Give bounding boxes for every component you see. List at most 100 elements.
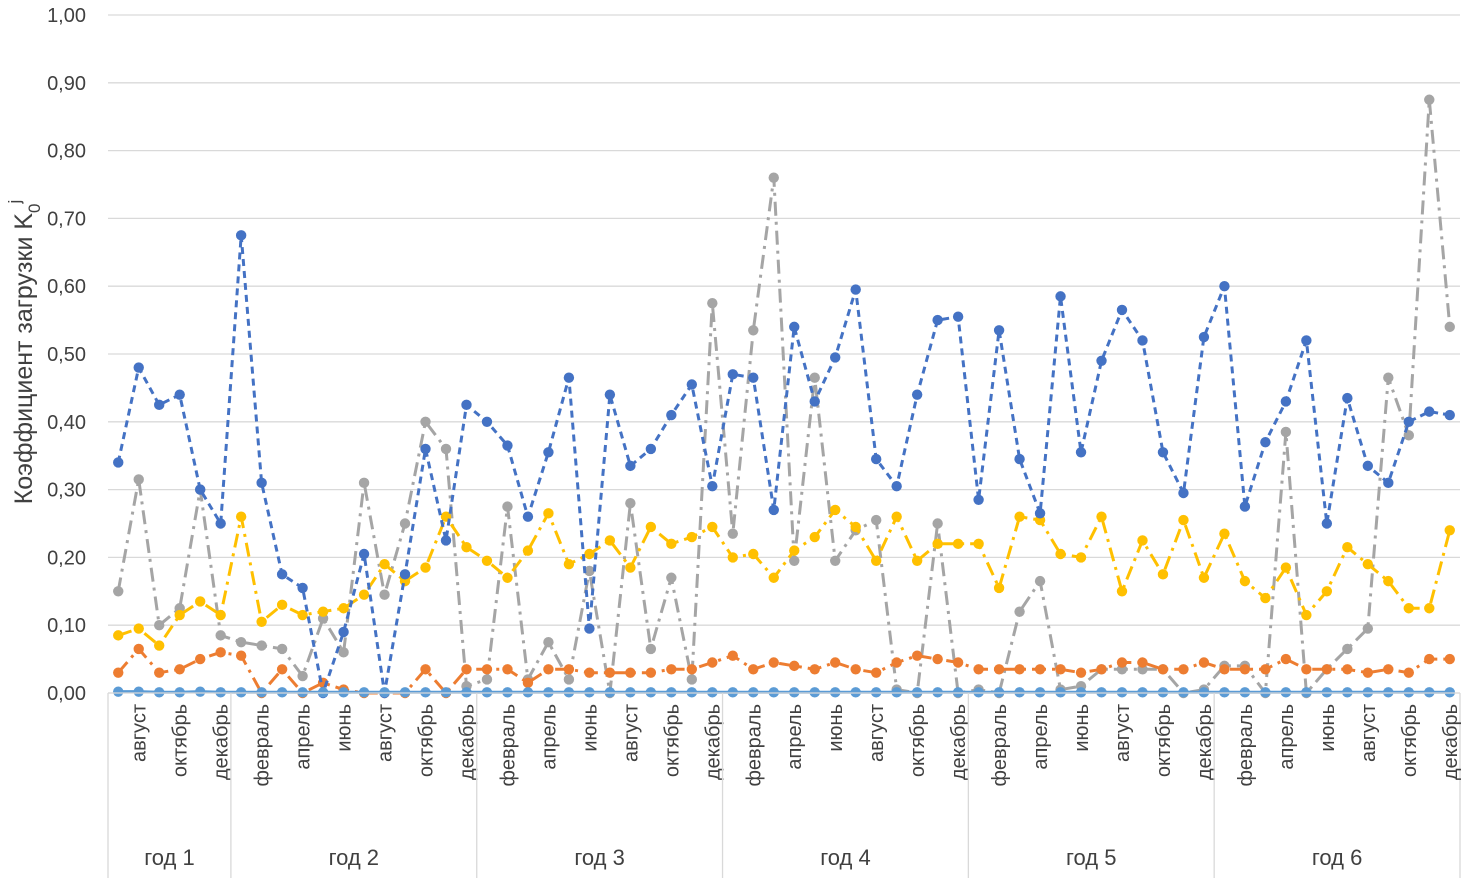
data-point (830, 504, 841, 516)
year-group-label: год 5 (1066, 845, 1116, 870)
data-point (993, 325, 1005, 336)
data-point (604, 667, 616, 678)
data-point (113, 630, 124, 641)
data-point (973, 687, 984, 698)
data-point (1075, 687, 1087, 698)
data-point (174, 609, 185, 621)
data-point (420, 664, 431, 675)
data-point (932, 518, 943, 529)
data-point (215, 647, 226, 658)
series-2 (113, 504, 1455, 651)
data-point (666, 572, 677, 583)
data-point (1178, 664, 1189, 675)
data-point (809, 664, 820, 675)
data-point (789, 555, 800, 566)
data-point (543, 687, 554, 698)
data-point (768, 172, 779, 183)
data-point (379, 558, 390, 570)
data-point (113, 586, 124, 597)
data-point (317, 606, 329, 617)
data-point (399, 687, 411, 698)
data-point (1055, 687, 1066, 698)
data-point (174, 687, 185, 698)
y-axis-label-subscript: 0 (25, 204, 44, 213)
data-point (748, 548, 759, 560)
data-point (707, 521, 718, 533)
data-point (645, 443, 657, 455)
data-point (1403, 687, 1414, 698)
y-axis-label-superscript: j (5, 200, 24, 205)
data-point (256, 640, 267, 651)
data-point (297, 609, 308, 621)
data-point (973, 664, 984, 675)
data-point (154, 687, 165, 698)
data-point (932, 538, 943, 550)
data-point (1137, 535, 1148, 546)
data-point (1321, 664, 1333, 675)
data-point (1219, 664, 1230, 675)
data-point (1280, 687, 1292, 698)
data-point (870, 687, 882, 698)
data-point (748, 372, 759, 383)
data-point (1219, 528, 1230, 539)
data-point (543, 636, 554, 648)
x-tick-label: октябрь (170, 704, 192, 777)
data-point (707, 687, 718, 698)
data-point (276, 687, 288, 698)
data-point (1301, 664, 1312, 675)
x-tick-label: декабрь (211, 704, 233, 780)
data-point (911, 687, 923, 698)
data-point (727, 369, 738, 380)
data-point (235, 687, 247, 698)
data-point (830, 657, 841, 668)
data-point (256, 477, 267, 489)
data-point (1198, 657, 1210, 668)
data-point (1178, 687, 1189, 698)
x-tick-label: февраль (743, 704, 765, 787)
data-point (789, 660, 800, 672)
data-point (809, 396, 820, 407)
data-point (748, 664, 759, 675)
data-point (215, 687, 226, 698)
data-point (830, 352, 841, 363)
x-tick-label: октябрь (1153, 704, 1175, 777)
data-point (154, 640, 165, 651)
x-tick-label: апрель (1276, 704, 1298, 770)
data-point (1362, 667, 1374, 678)
data-point (358, 687, 370, 698)
data-point (1198, 331, 1210, 343)
data-point (215, 518, 226, 529)
x-tick-label: февраль (989, 704, 1011, 787)
data-point (276, 664, 288, 675)
data-point (194, 686, 206, 697)
x-tick-label: декабрь (702, 704, 724, 780)
data-point (604, 687, 616, 698)
data-point (1403, 667, 1414, 678)
data-point (215, 630, 226, 641)
x-tick-label: апрель (538, 704, 560, 770)
data-point (973, 494, 984, 505)
data-point (1383, 477, 1394, 489)
data-point (461, 542, 472, 553)
y-axis-ticks: 0,00 0,10 0,20 0,30 0,40 0,50 0,60 0,70 0,80 0,90… (47, 5, 86, 705)
x-tick-label: август (866, 704, 888, 762)
data-point (358, 589, 370, 600)
data-point (1178, 487, 1189, 499)
data-point (1157, 569, 1169, 580)
data-point (1403, 416, 1414, 427)
data-point (174, 664, 185, 675)
series-4 (113, 686, 1455, 698)
data-point (1321, 518, 1333, 529)
data-point (522, 677, 534, 689)
data-point (1034, 664, 1046, 675)
data-point (1403, 603, 1414, 614)
data-point (932, 687, 943, 698)
data-point (604, 535, 616, 546)
data-point (420, 562, 431, 573)
data-point (1383, 687, 1394, 698)
data-point (133, 623, 144, 634)
x-tick-label: июнь (825, 704, 847, 752)
data-point (1198, 572, 1210, 583)
y-tick-label: 0,20 (47, 547, 86, 569)
